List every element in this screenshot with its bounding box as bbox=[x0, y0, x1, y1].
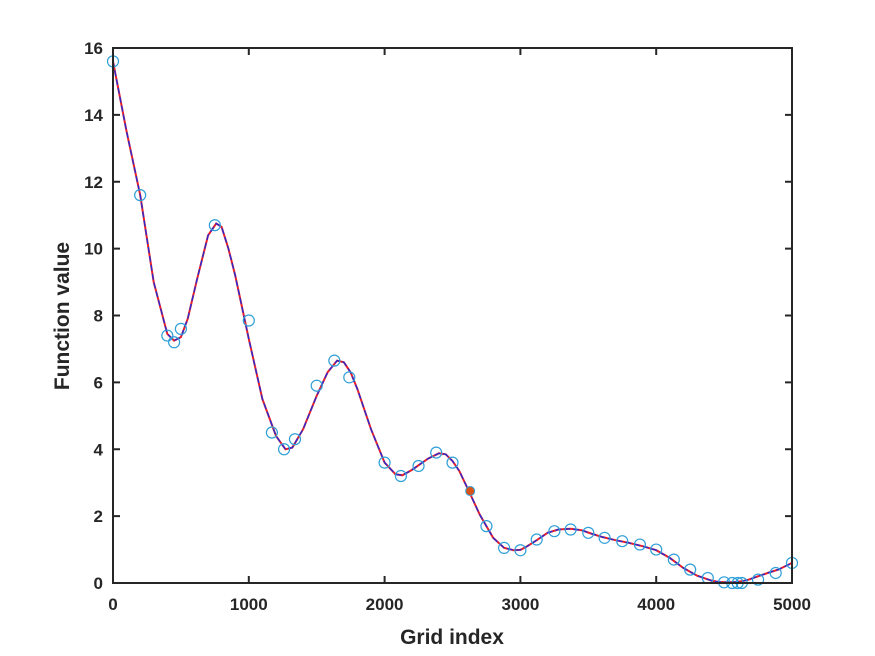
x-tick-label: 5000 bbox=[773, 595, 811, 614]
sample-point bbox=[328, 354, 341, 367]
sample-point bbox=[134, 189, 147, 202]
x-axis-ticks: 0 1000 2000 3000 4000 5000 bbox=[108, 48, 811, 614]
x-tick-label: 3000 bbox=[501, 595, 539, 614]
plot-background bbox=[113, 48, 792, 583]
sample-point bbox=[564, 523, 577, 536]
y-axis-label: Function value bbox=[51, 242, 74, 390]
function-curve-overlay bbox=[112, 61, 793, 584]
sample-point bbox=[412, 459, 425, 473]
sample-point bbox=[650, 543, 663, 556]
y-tick-label: 14 bbox=[84, 106, 103, 125]
x-axis-label: Grid index bbox=[400, 626, 504, 649]
y-tick-label: 12 bbox=[84, 173, 103, 192]
sample-point bbox=[430, 446, 443, 459]
sample-point bbox=[751, 573, 765, 586]
x-tick-label: 4000 bbox=[637, 595, 675, 614]
y-tick-label: 0 bbox=[94, 574, 103, 593]
sample-point bbox=[161, 329, 174, 342]
sample-point bbox=[343, 371, 356, 384]
sample-point bbox=[530, 533, 543, 546]
y-tick-label: 8 bbox=[94, 307, 103, 326]
y-tick-label: 10 bbox=[84, 240, 103, 259]
sample-point bbox=[242, 314, 255, 327]
sample-point bbox=[480, 520, 493, 533]
sample-point bbox=[633, 538, 647, 551]
sample-point bbox=[278, 443, 291, 456]
sample-point bbox=[310, 379, 323, 392]
sample-point bbox=[684, 563, 697, 576]
sample-point bbox=[168, 336, 181, 349]
sample-point bbox=[616, 535, 629, 548]
sample-point bbox=[378, 456, 391, 469]
sample-point bbox=[208, 219, 221, 232]
sample-point bbox=[582, 526, 595, 539]
x-tick-label: 1000 bbox=[230, 595, 268, 614]
sample-point bbox=[446, 456, 459, 469]
y-tick-label: 4 bbox=[94, 440, 104, 459]
sample-point bbox=[667, 553, 680, 566]
sample-point bbox=[288, 433, 302, 446]
y-tick-label: 6 bbox=[94, 373, 103, 392]
sample-point bbox=[514, 544, 527, 557]
y-axis-ticks: 0 2 4 6 8 10 12 14 16 bbox=[84, 39, 792, 593]
x-tick-label: 0 bbox=[108, 595, 117, 614]
y-tick-label: 2 bbox=[94, 507, 103, 526]
sample-point bbox=[265, 426, 278, 439]
sample-point bbox=[769, 566, 782, 580]
sample-point bbox=[548, 525, 561, 538]
sample-point bbox=[598, 531, 611, 544]
sample-point bbox=[394, 469, 407, 483]
highlight-point-group bbox=[465, 486, 476, 497]
x-tick-label: 2000 bbox=[366, 595, 404, 614]
sample-point bbox=[174, 322, 187, 335]
y-tick-label: 16 bbox=[84, 39, 103, 58]
plot-area bbox=[106, 48, 799, 590]
highlight-point bbox=[465, 486, 476, 497]
sample-point bbox=[498, 541, 511, 554]
